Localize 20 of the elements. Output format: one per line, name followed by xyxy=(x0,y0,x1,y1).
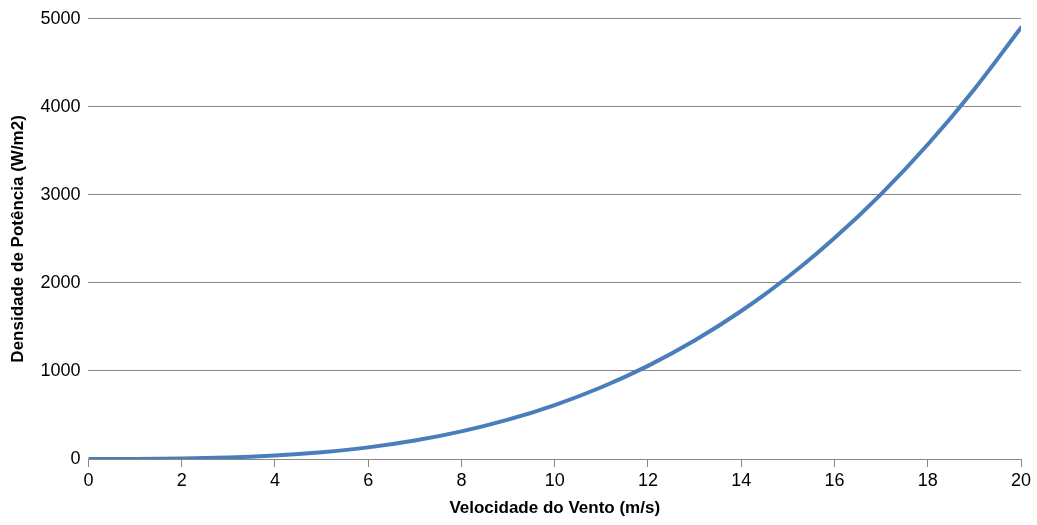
x-tick-label: 18 xyxy=(917,469,938,490)
x-tick-label: 2 xyxy=(176,469,187,490)
y-tick-label: 5000 xyxy=(40,7,81,28)
x-tick-label: 8 xyxy=(456,469,467,490)
y-tick-label: 0 xyxy=(70,447,81,468)
line-series xyxy=(88,25,1021,459)
x-tick-label: 10 xyxy=(544,469,565,490)
x-tick-label: 16 xyxy=(824,469,845,490)
x-tick-label: 0 xyxy=(83,469,94,490)
y-tick-label: 1000 xyxy=(40,359,81,380)
x-tick-label: 6 xyxy=(363,469,374,490)
x-tick-label: 4 xyxy=(269,469,280,490)
x-tick-label: 20 xyxy=(1010,469,1032,490)
y-axis-title: Densidade de Potência (W/m2) xyxy=(7,115,27,363)
x-tick-label: 12 xyxy=(637,469,658,490)
y-tick-label: 4000 xyxy=(40,95,81,116)
y-tick-label: 3000 xyxy=(40,183,81,204)
x-axis-title: Velocidade do Vento (m/s) xyxy=(449,498,661,518)
y-tick-label: 2000 xyxy=(40,271,81,292)
x-tick-label: 14 xyxy=(731,469,752,490)
